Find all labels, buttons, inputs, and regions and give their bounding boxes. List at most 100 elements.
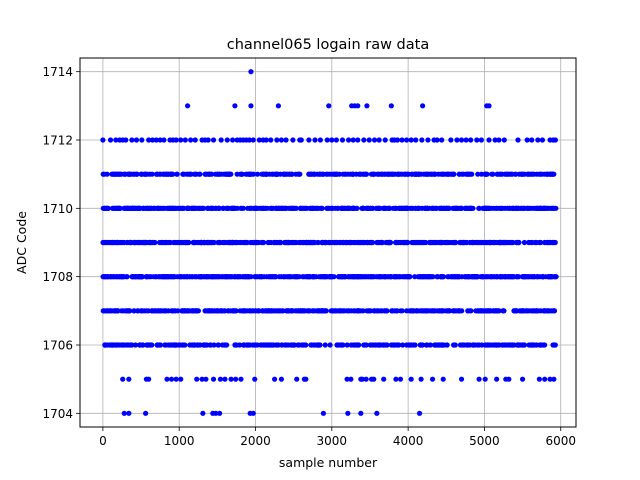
data-point [322, 274, 329, 280]
data-point [190, 308, 196, 314]
data-point [269, 342, 275, 348]
data-point [388, 274, 394, 280]
data-point [478, 171, 485, 177]
data-point [404, 308, 410, 314]
data-point [515, 205, 521, 211]
data-point [445, 171, 451, 177]
data-point [388, 103, 394, 109]
data-point [408, 376, 414, 382]
data-point [345, 410, 351, 416]
data-point [367, 342, 373, 348]
data-point [161, 239, 167, 246]
data-point [470, 342, 476, 348]
data-point [377, 239, 383, 246]
data-point [383, 308, 389, 314]
data-point [338, 342, 345, 348]
data-point [545, 171, 552, 177]
data-point [107, 137, 114, 143]
data-point [434, 274, 441, 280]
data-point [507, 274, 513, 280]
x-tick-label: 4000 [393, 434, 424, 448]
data-point [193, 274, 200, 280]
data-point [252, 376, 258, 382]
data-point [496, 137, 502, 143]
data-point [286, 308, 292, 314]
data-point [206, 239, 212, 246]
data-point [420, 103, 426, 109]
data-point [102, 239, 108, 246]
data-point [485, 308, 491, 314]
data-point [510, 205, 516, 211]
data-point [515, 274, 521, 280]
data-point [447, 308, 453, 314]
data-point [461, 239, 468, 246]
data-point [464, 171, 470, 177]
data-point [121, 274, 127, 280]
data-point [292, 274, 298, 280]
data-point [514, 239, 520, 246]
data-point [355, 342, 361, 348]
data-point [468, 205, 474, 211]
data-point [178, 376, 184, 382]
data-point [263, 342, 269, 348]
data-point [438, 274, 444, 280]
data-point [205, 137, 211, 143]
data-point [451, 342, 457, 348]
data-point [183, 239, 189, 246]
data-point [404, 137, 410, 143]
data-point [224, 274, 230, 280]
data-point [224, 342, 230, 348]
data-point [378, 342, 384, 348]
data-point [256, 137, 262, 143]
data-point [284, 171, 291, 177]
data-point [339, 205, 345, 211]
data-point [133, 137, 140, 143]
data-point [143, 308, 150, 314]
data-point [190, 342, 196, 348]
data-point [429, 376, 436, 382]
data-point [216, 239, 223, 246]
data-point [338, 308, 344, 314]
data-point [418, 376, 424, 382]
data-point [299, 342, 305, 348]
data-point [528, 205, 534, 211]
data-point [333, 137, 339, 143]
data-point [135, 308, 141, 314]
data-point [524, 137, 530, 143]
data-point [203, 376, 209, 382]
data-point [161, 274, 167, 280]
data-point [474, 137, 480, 143]
data-point [250, 410, 256, 416]
data-point [527, 171, 533, 177]
data-point [416, 171, 422, 177]
data-point [193, 171, 200, 177]
data-point [265, 239, 271, 246]
data-point [448, 239, 454, 246]
data-point [444, 342, 450, 348]
data-point [369, 205, 376, 211]
data-point [491, 239, 497, 246]
data-point [229, 239, 235, 246]
data-point [458, 376, 465, 382]
data-point [192, 137, 198, 143]
data-point [515, 137, 521, 143]
data-point [306, 137, 312, 143]
y-tick-label: 1706 [42, 339, 73, 353]
data-point [287, 205, 293, 211]
data-point [125, 205, 132, 211]
data-point [484, 342, 490, 348]
data-point [252, 274, 258, 280]
data-point [273, 205, 280, 211]
data-point [259, 239, 265, 246]
data-point [387, 239, 393, 246]
data-point [246, 137, 252, 143]
data-point [222, 376, 228, 382]
data-point [317, 137, 323, 143]
data-point [198, 274, 204, 280]
data-point [218, 137, 224, 143]
data-point [319, 308, 325, 314]
data-point [318, 274, 324, 280]
data-point [521, 205, 527, 211]
data-point [258, 342, 265, 348]
data-point [292, 308, 298, 314]
